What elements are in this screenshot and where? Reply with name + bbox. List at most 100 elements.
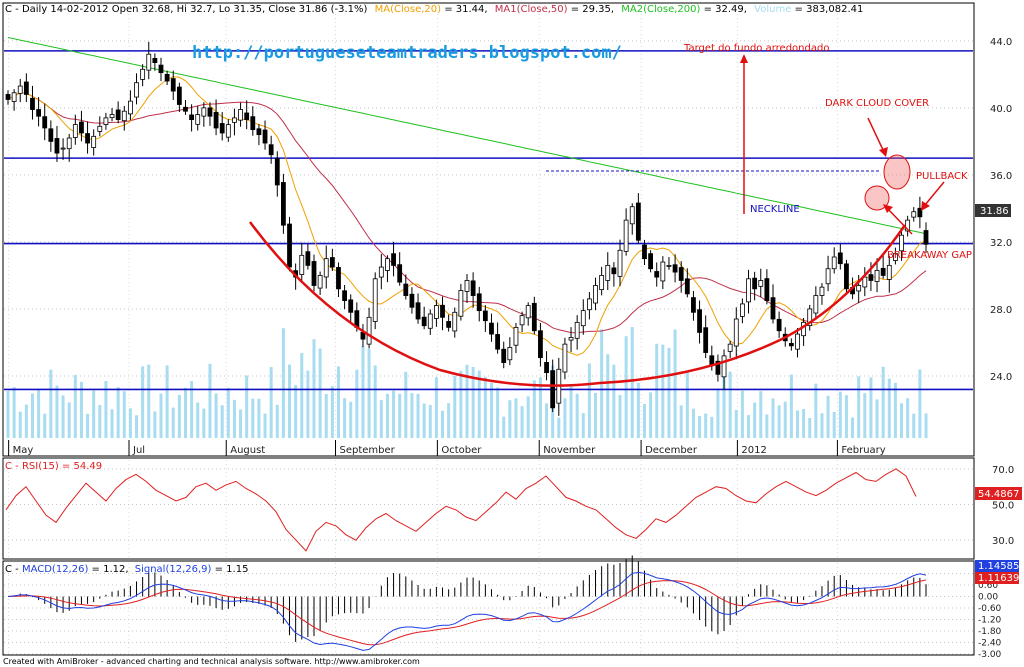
volume-bar <box>471 367 475 438</box>
volume-bar <box>514 398 518 438</box>
dark-cloud-annotation: DARK CLOUD COVER <box>825 98 929 109</box>
volume-bar <box>6 391 10 438</box>
candle-body <box>568 337 574 341</box>
rsi-y-tick-label: 50.0 <box>992 501 1014 512</box>
volume-bar <box>489 382 493 438</box>
volume-bar <box>679 405 683 438</box>
candle-body <box>587 298 592 311</box>
candle-body <box>17 85 23 94</box>
neckline-annotation: NECKLINE <box>750 204 800 215</box>
volume-bar <box>581 413 585 438</box>
macd-line <box>7 571 927 651</box>
price-x-axis: May Jul August September October November Dece… <box>8 440 886 456</box>
candle-body <box>311 261 317 286</box>
candle-body <box>176 86 182 105</box>
volume-bar <box>563 398 567 438</box>
candle-body <box>323 258 329 278</box>
volume-bar <box>649 392 653 438</box>
price-y-tick-label: 32.0 <box>990 238 1012 249</box>
candle-body <box>446 321 452 328</box>
candle-body <box>538 330 543 358</box>
macd-y-tick-label: -3.00 <box>978 650 1002 660</box>
candle-body <box>152 57 158 64</box>
candle-body <box>421 316 427 327</box>
volume-bar <box>232 399 236 438</box>
candle-body <box>795 333 800 350</box>
volume-bar <box>771 398 775 438</box>
candle-body <box>886 264 892 280</box>
candle-body <box>476 293 482 312</box>
volume-bar <box>734 409 738 438</box>
x-month-label: 2012 <box>741 445 766 456</box>
volume-bar <box>324 394 328 438</box>
candle-body <box>776 318 782 332</box>
candle-body <box>599 275 605 291</box>
volume-bar <box>12 387 16 438</box>
volume-bar <box>612 364 616 438</box>
volume-bar <box>404 371 408 438</box>
pullback-annotation: PULLBACK <box>916 171 968 182</box>
volume-bar <box>208 363 212 438</box>
candle-body <box>654 271 660 278</box>
rsi-tag: 54.4867 <box>978 489 1019 500</box>
volume-bar <box>642 403 646 438</box>
candle-body <box>868 274 874 281</box>
candle-body <box>60 147 66 150</box>
candle-body <box>911 211 917 218</box>
volume-bar <box>820 413 824 438</box>
candle-body <box>433 305 439 319</box>
candle-body <box>648 253 653 270</box>
candle-body <box>54 138 60 154</box>
candle-body <box>72 124 78 138</box>
candle-body <box>917 207 923 218</box>
volume-bar <box>116 387 120 438</box>
header-main: C - Daily 14-02-2012 Open 32.68, Hi 32.7… <box>5 4 368 15</box>
candle-body <box>207 107 213 117</box>
volume-bar <box>336 366 340 438</box>
candle-body <box>415 302 421 320</box>
volume-bar <box>245 375 249 438</box>
volume-bar <box>416 393 420 438</box>
candle-body <box>372 278 378 322</box>
candle-body <box>238 109 243 121</box>
pullback-arrowhead <box>921 201 930 211</box>
volume-bar <box>863 393 867 438</box>
volume-bar <box>477 370 481 438</box>
candle-body <box>611 267 617 275</box>
volume-bar <box>434 377 438 438</box>
candle-body <box>740 303 745 317</box>
candle-body <box>899 234 904 252</box>
volume-bar <box>147 364 151 438</box>
volume-bar <box>594 392 598 438</box>
macd-y-tick-label: 0.60 <box>978 581 998 591</box>
volume-bar <box>385 393 389 438</box>
volume-bar <box>165 365 169 438</box>
volume-bar <box>367 349 371 438</box>
volume-bar <box>79 381 83 438</box>
candle-body <box>348 299 354 313</box>
candle-body <box>666 264 672 267</box>
volume-bar <box>538 377 542 438</box>
candle-body <box>146 53 152 71</box>
macd-signal-tag-box <box>975 560 1019 572</box>
candle-body <box>127 100 133 115</box>
candle-body <box>42 116 48 129</box>
dark-cloud-ellipse <box>883 154 911 190</box>
candle-body <box>250 116 256 131</box>
macd-tag-box <box>975 572 1019 584</box>
candle-body <box>519 315 525 326</box>
volume-bar <box>128 408 132 438</box>
candle-body <box>733 318 739 347</box>
volume-bar <box>924 413 928 438</box>
candle-body <box>709 355 715 365</box>
volume-bar <box>141 366 145 438</box>
x-month-label: September <box>340 445 396 456</box>
volume-bar <box>398 393 402 438</box>
macd-value: = 1.12, <box>88 564 128 575</box>
candle-body <box>189 114 195 120</box>
candle-body <box>684 278 690 295</box>
volume-bar <box>61 395 65 438</box>
candle-body <box>79 121 84 134</box>
candle-body <box>617 249 623 277</box>
volume-bar <box>789 374 793 438</box>
